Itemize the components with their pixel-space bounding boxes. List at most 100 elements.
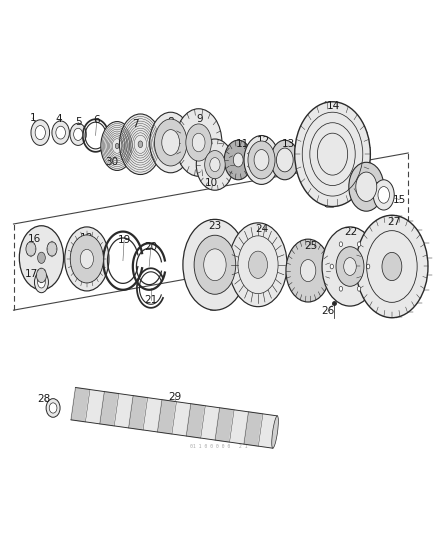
Ellipse shape	[175, 109, 222, 176]
Polygon shape	[158, 400, 177, 434]
Text: 22: 22	[345, 227, 358, 237]
Ellipse shape	[356, 172, 377, 201]
Text: 28: 28	[38, 394, 51, 403]
Ellipse shape	[38, 252, 45, 263]
Text: 20: 20	[145, 243, 157, 252]
Ellipse shape	[192, 133, 205, 152]
Ellipse shape	[330, 264, 333, 269]
Ellipse shape	[65, 227, 109, 291]
Text: 23: 23	[208, 221, 222, 231]
Text: 17: 17	[25, 269, 38, 279]
Polygon shape	[230, 410, 248, 444]
Text: 15: 15	[393, 195, 406, 205]
Ellipse shape	[300, 260, 316, 281]
Text: 26: 26	[321, 306, 335, 316]
Text: 29: 29	[169, 392, 182, 402]
Text: 8: 8	[167, 117, 174, 126]
Text: 10: 10	[205, 178, 218, 188]
Text: 14: 14	[327, 101, 340, 111]
Ellipse shape	[382, 253, 402, 280]
Text: 4: 4	[56, 114, 62, 124]
Text: 24: 24	[255, 224, 268, 233]
Ellipse shape	[322, 227, 378, 306]
Ellipse shape	[115, 143, 119, 149]
Polygon shape	[215, 408, 234, 442]
Text: 01 1 0 0 0 0 0   2 1: 01 1 0 0 0 0 0 2 1	[190, 445, 248, 449]
Polygon shape	[186, 403, 205, 438]
Ellipse shape	[344, 257, 356, 276]
Ellipse shape	[46, 399, 60, 417]
Text: 7: 7	[132, 119, 139, 129]
Ellipse shape	[26, 242, 36, 256]
Ellipse shape	[229, 223, 287, 306]
Text: 11: 11	[236, 139, 249, 149]
Ellipse shape	[356, 215, 428, 318]
Ellipse shape	[35, 272, 49, 293]
Ellipse shape	[336, 247, 364, 286]
Ellipse shape	[138, 141, 143, 148]
Ellipse shape	[373, 180, 394, 210]
Ellipse shape	[349, 162, 384, 211]
Ellipse shape	[210, 158, 220, 172]
Ellipse shape	[208, 220, 214, 310]
Ellipse shape	[224, 140, 252, 180]
Ellipse shape	[271, 140, 299, 180]
Ellipse shape	[196, 139, 233, 190]
Ellipse shape	[276, 148, 293, 172]
Ellipse shape	[162, 130, 180, 155]
Text: 13: 13	[282, 139, 296, 149]
Text: 1: 1	[29, 113, 36, 123]
Ellipse shape	[150, 112, 192, 173]
Text: 19: 19	[117, 235, 131, 245]
Text: 21: 21	[144, 295, 158, 305]
Ellipse shape	[120, 114, 161, 174]
Ellipse shape	[254, 150, 269, 171]
Ellipse shape	[70, 123, 86, 146]
Ellipse shape	[286, 239, 330, 302]
Text: 12: 12	[257, 136, 270, 147]
Ellipse shape	[47, 242, 57, 256]
Ellipse shape	[70, 235, 103, 283]
Ellipse shape	[52, 121, 69, 144]
Ellipse shape	[378, 187, 389, 203]
Ellipse shape	[244, 135, 279, 184]
Text: 9: 9	[197, 114, 203, 124]
Ellipse shape	[194, 235, 236, 294]
Polygon shape	[100, 392, 119, 426]
Ellipse shape	[248, 141, 275, 179]
Ellipse shape	[272, 416, 279, 448]
Ellipse shape	[367, 264, 370, 269]
Ellipse shape	[31, 120, 49, 146]
Ellipse shape	[357, 286, 361, 291]
Ellipse shape	[204, 249, 226, 281]
Polygon shape	[71, 387, 90, 422]
Ellipse shape	[393, 215, 400, 318]
Ellipse shape	[19, 226, 64, 290]
Ellipse shape	[38, 277, 45, 288]
Ellipse shape	[321, 102, 330, 207]
Polygon shape	[172, 402, 191, 436]
Ellipse shape	[49, 403, 57, 413]
Text: 16: 16	[28, 234, 41, 244]
Text: 18: 18	[80, 233, 93, 243]
Polygon shape	[258, 414, 277, 448]
Ellipse shape	[295, 102, 371, 207]
Ellipse shape	[357, 242, 361, 247]
Text: 5: 5	[75, 117, 81, 126]
Ellipse shape	[35, 126, 46, 140]
Ellipse shape	[74, 128, 83, 140]
Text: 30: 30	[105, 157, 118, 167]
Ellipse shape	[233, 153, 243, 167]
Ellipse shape	[339, 242, 343, 247]
Ellipse shape	[183, 220, 247, 310]
Ellipse shape	[36, 268, 46, 282]
Ellipse shape	[155, 119, 187, 166]
Ellipse shape	[80, 249, 93, 269]
Text: 6: 6	[93, 115, 100, 125]
Ellipse shape	[205, 150, 225, 179]
Text: 25: 25	[304, 241, 317, 251]
Text: 13b: 13b	[374, 182, 394, 192]
Ellipse shape	[101, 122, 134, 171]
Polygon shape	[114, 393, 133, 428]
Text: 27: 27	[387, 217, 400, 227]
